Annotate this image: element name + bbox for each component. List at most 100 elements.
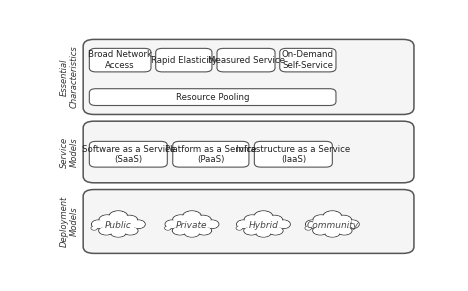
Ellipse shape [255,211,272,222]
FancyBboxPatch shape [89,48,151,72]
Ellipse shape [173,227,187,235]
Ellipse shape [336,216,351,224]
Text: On-Demand
Self-Service: On-Demand Self-Service [282,50,334,70]
Text: Hybrid: Hybrid [249,221,278,230]
Ellipse shape [244,215,261,224]
Ellipse shape [246,216,281,232]
Ellipse shape [110,211,127,222]
Ellipse shape [111,229,126,237]
Ellipse shape [132,220,145,228]
Ellipse shape [277,220,290,228]
FancyBboxPatch shape [83,189,414,253]
FancyBboxPatch shape [83,121,414,183]
Text: Software as a Service
(SaaS): Software as a Service (SaaS) [82,145,175,164]
Ellipse shape [305,226,311,230]
Ellipse shape [100,215,115,224]
Text: Community: Community [306,221,358,230]
Ellipse shape [325,230,339,237]
FancyBboxPatch shape [280,48,336,72]
Ellipse shape [277,220,290,228]
Ellipse shape [173,215,211,233]
Text: Broad Network
Access: Broad Network Access [88,50,152,70]
Ellipse shape [124,227,138,235]
Ellipse shape [99,227,113,235]
Ellipse shape [101,216,136,232]
Ellipse shape [306,220,319,228]
Ellipse shape [346,220,358,228]
Text: Public: Public [105,221,132,230]
Text: Resource Pooling: Resource Pooling [176,93,249,102]
Ellipse shape [244,215,282,233]
Ellipse shape [173,215,189,224]
FancyBboxPatch shape [255,141,332,167]
Ellipse shape [313,215,329,224]
Ellipse shape [122,216,137,224]
Ellipse shape [266,215,283,225]
Ellipse shape [123,226,138,235]
Ellipse shape [306,220,319,228]
Ellipse shape [183,211,201,222]
Ellipse shape [91,226,97,230]
Ellipse shape [111,230,125,237]
Ellipse shape [205,220,219,228]
Ellipse shape [165,226,171,230]
Ellipse shape [99,226,114,235]
Text: Measured Service: Measured Service [207,56,285,65]
Ellipse shape [335,215,351,225]
Ellipse shape [195,216,211,224]
FancyBboxPatch shape [89,89,336,106]
FancyBboxPatch shape [217,48,275,72]
Ellipse shape [91,226,97,230]
Ellipse shape [175,216,209,232]
Ellipse shape [109,211,128,223]
Text: Platform as a Service
(PaaS): Platform as a Service (PaaS) [165,145,256,164]
Ellipse shape [237,220,250,228]
Ellipse shape [183,211,202,223]
Ellipse shape [92,220,105,228]
Ellipse shape [269,227,283,235]
Text: Service
Models: Service Models [60,136,79,168]
Ellipse shape [256,229,271,237]
Ellipse shape [99,215,116,224]
Ellipse shape [166,220,178,228]
Ellipse shape [236,226,242,230]
Ellipse shape [91,220,105,228]
Ellipse shape [345,220,359,228]
FancyBboxPatch shape [83,39,414,114]
Text: Deployment
Models: Deployment Models [60,196,79,247]
Ellipse shape [325,229,340,237]
Ellipse shape [323,211,342,223]
Ellipse shape [173,215,189,224]
Ellipse shape [185,230,199,237]
Ellipse shape [244,227,258,235]
Ellipse shape [267,216,282,224]
Ellipse shape [172,226,188,235]
Ellipse shape [305,226,311,230]
Ellipse shape [323,211,341,222]
Text: Essential
Characteristics: Essential Characteristics [60,46,79,108]
Ellipse shape [254,211,273,223]
Ellipse shape [337,227,351,235]
Ellipse shape [195,215,211,225]
Text: Infrastructure as a Service
(IaaS): Infrastructure as a Service (IaaS) [236,145,351,164]
Text: Private: Private [176,221,208,230]
Ellipse shape [313,227,327,235]
Ellipse shape [256,230,271,237]
FancyBboxPatch shape [156,48,212,72]
Ellipse shape [268,226,283,235]
Ellipse shape [314,215,329,224]
Ellipse shape [245,215,260,224]
Ellipse shape [244,226,259,235]
Ellipse shape [315,216,350,232]
FancyBboxPatch shape [89,141,168,167]
Ellipse shape [121,215,138,225]
Ellipse shape [132,220,145,228]
Ellipse shape [236,226,242,230]
Ellipse shape [99,215,137,233]
Text: Rapid Elasticity: Rapid Elasticity [151,56,217,65]
Ellipse shape [165,220,179,228]
Ellipse shape [165,226,171,230]
Ellipse shape [337,226,352,235]
Ellipse shape [205,220,219,228]
Ellipse shape [197,226,212,235]
